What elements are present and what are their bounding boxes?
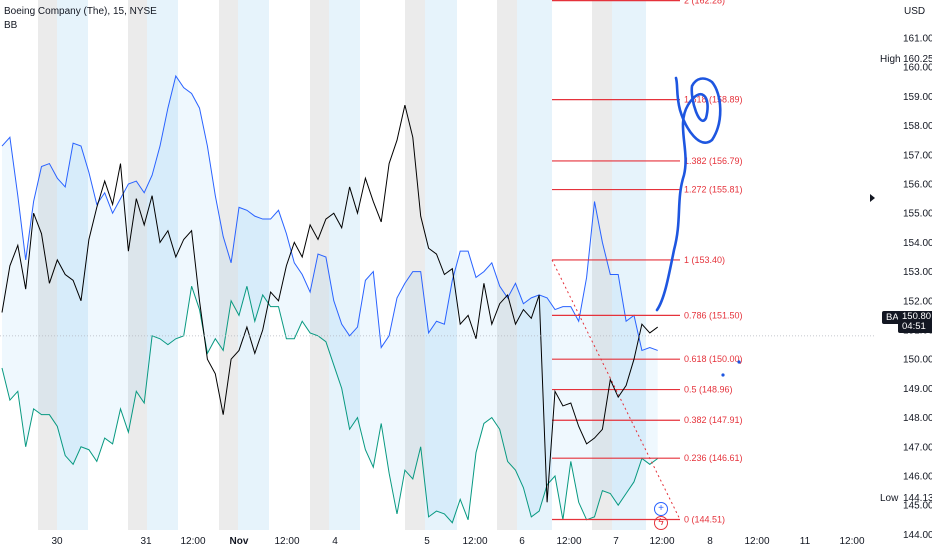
y-tick-label: 152.00 <box>903 296 932 307</box>
x-tick-label: 12:00 <box>462 536 487 547</box>
drawing-point <box>721 373 724 376</box>
low-label: Low <box>880 493 898 504</box>
arrow-marker-icon <box>870 194 875 202</box>
lightning-icon[interactable]: ϟ <box>654 516 668 530</box>
high-value: 160.25 <box>903 54 932 65</box>
fib-label: 0.5 (148.96) <box>684 385 733 395</box>
x-tick-label: 12:00 <box>649 536 674 547</box>
x-tick-label: 12:00 <box>839 536 864 547</box>
y-tick-label: 158.00 <box>903 121 932 132</box>
fib-label: 0.236 (146.61) <box>684 453 743 463</box>
y-tick-label: 147.00 <box>903 442 932 453</box>
time-axis: 30 31 12:00 Nov 12:00 4 5 12:00 6 12:00 7 12:00 8 12:… <box>51 536 865 547</box>
y-tick-label: 149.00 <box>903 384 932 395</box>
x-tick-label: 8 <box>707 536 713 547</box>
y-tick-label: 159.00 <box>903 92 932 103</box>
x-tick-label: 30 <box>51 536 63 547</box>
price-axis: 161.00160.00159.00158.00157.00156.00155.… <box>903 34 932 550</box>
current-price-badge: 150.80 04:51 <box>898 311 932 333</box>
x-tick-label: 12:00 <box>180 536 205 547</box>
session-band <box>329 0 360 530</box>
indicator-label[interactable]: BB <box>4 20 17 31</box>
y-tick-label: 156.00 <box>903 180 932 191</box>
low-value: 144.13 <box>903 493 932 504</box>
y-tick-label: 154.00 <box>903 238 932 249</box>
x-tick-label: 12:00 <box>744 536 769 547</box>
y-tick-label: 148.00 <box>903 413 932 424</box>
fib-label: 1.382 (156.79) <box>684 156 743 166</box>
x-tick-label: Nov <box>230 536 249 547</box>
bar-countdown: 04:51 <box>902 322 931 332</box>
y-tick-label: 157.00 <box>903 150 932 161</box>
x-tick-label: 6 <box>519 536 525 547</box>
y-tick-label: 144.00 <box>903 530 932 541</box>
y-tick-label: 146.00 <box>903 472 932 483</box>
fib-label: 0.382 (147.91) <box>684 415 743 425</box>
y-tick-label: 150.00 <box>903 355 932 366</box>
drawing-point <box>737 360 740 363</box>
x-tick-label: 12:00 <box>274 536 299 547</box>
fib-label: 0.618 (150.00) <box>684 354 743 364</box>
y-tick-label: 161.00 <box>903 34 932 45</box>
x-tick-label: 4 <box>332 536 338 547</box>
x-tick-label: 31 <box>140 536 152 547</box>
fib-label: 0 (144.51) <box>684 515 725 525</box>
high-label: High <box>880 54 901 65</box>
x-tick-label: 5 <box>424 536 430 547</box>
x-tick-label: 11 <box>800 536 811 547</box>
symbol-title[interactable]: Boeing Company (The), 15, NYSE <box>4 6 157 17</box>
y-tick-label: 153.00 <box>903 267 932 278</box>
add-alert-icon[interactable]: + <box>654 502 668 516</box>
fib-label: 0.786 (151.50) <box>684 310 743 320</box>
fib-label: 1.272 (155.81) <box>684 185 743 195</box>
currency-label[interactable]: USD <box>904 6 925 17</box>
x-tick-label: 12:00 <box>556 536 581 547</box>
fib-label: 1 (153.40) <box>684 255 725 265</box>
fib-label: 2 (162.28) <box>684 0 725 6</box>
hand-drawn-projection <box>657 78 741 377</box>
y-tick-label: 155.00 <box>903 209 932 220</box>
x-tick-label: 7 <box>613 536 619 547</box>
